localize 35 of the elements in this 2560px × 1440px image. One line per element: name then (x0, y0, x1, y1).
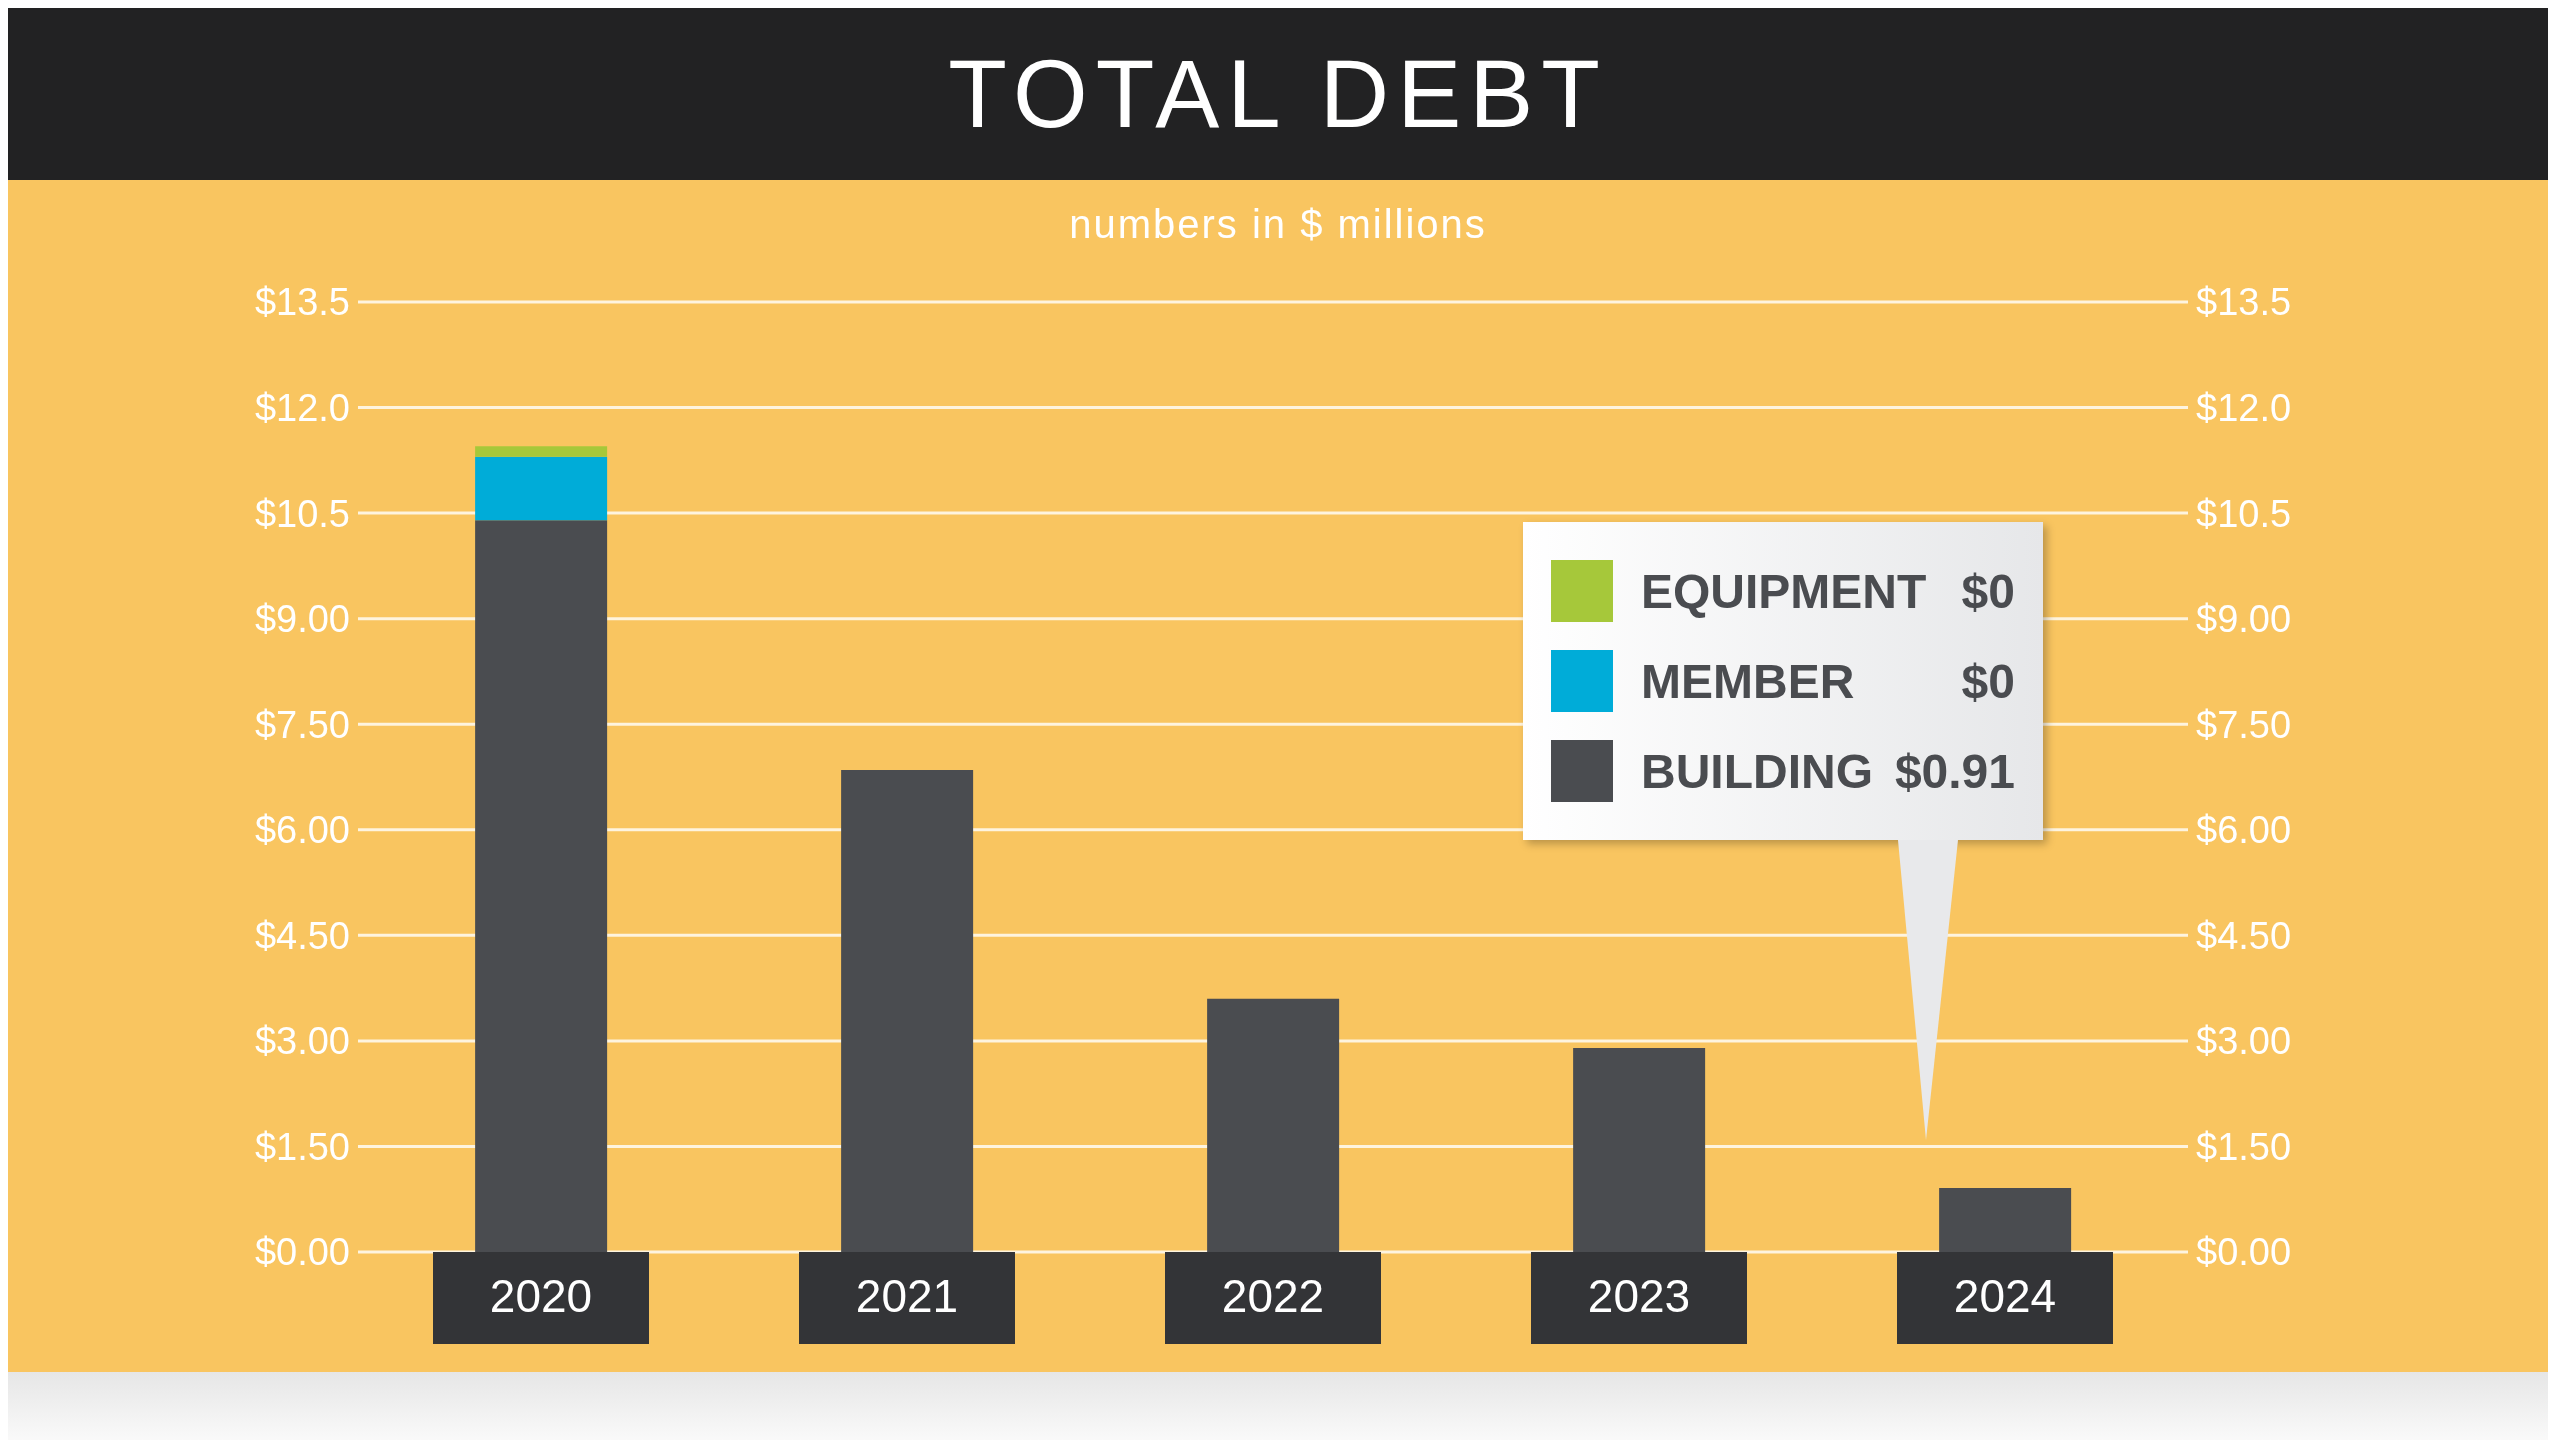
y-tick-label: $9.00 (254, 598, 350, 641)
y2-tick-label: $13.5 (2196, 281, 2292, 324)
y-tick-label: $4.50 (254, 914, 350, 957)
y-tick-label: $12.0 (254, 387, 350, 430)
y-tick-label: $13.5 (254, 281, 350, 324)
y2-tick-label: $1.50 (2196, 1125, 2292, 1168)
annotation: $0 (1961, 653, 2015, 709)
y2-tick-label: $0.00 (2196, 1231, 2292, 1274)
y-tick-label: $0.00 (254, 1231, 350, 1274)
y-tick-label: $7.50 (254, 703, 350, 746)
y2-tick-label: $3.00 (2196, 1020, 2292, 1063)
bar (475, 446, 608, 457)
x-tick-label: 2020 (489, 1270, 593, 1322)
y-tick-label: $10.5 (254, 492, 350, 535)
annotation: $0.91 (1894, 743, 2015, 799)
y-tick-label: $3.00 (254, 1020, 350, 1063)
x-tick-label: 2024 (1953, 1270, 2057, 1322)
y2-tick-label: $10.5 (2196, 492, 2292, 535)
chart-title: TOTAL DEBT (948, 39, 1608, 149)
y2-tick-label: $6.00 (2196, 809, 2292, 852)
y2-tick-label: $12.0 (2196, 387, 2292, 430)
y2-tick-label: $7.50 (2196, 703, 2292, 746)
y2-tick-label: $9.00 (2196, 598, 2292, 641)
legend-label: BUILDING (1641, 743, 1874, 799)
x-tick-label: 2023 (1587, 1270, 1691, 1322)
legend-label: MEMBER (1641, 653, 1856, 709)
annotation: $0 (1961, 563, 2015, 619)
bar (475, 456, 608, 521)
y2-tick-label: $4.50 (2196, 914, 2292, 957)
y-tick-label: $6.00 (254, 809, 350, 852)
x-tick-label: 2022 (1221, 1270, 1325, 1322)
legend-label: EQUIPMENT (1641, 563, 1928, 619)
x-tick-label: 2021 (855, 1270, 959, 1322)
y-tick-label: $1.50 (254, 1125, 350, 1168)
chart-subtitle: numbers in $ millions (1068, 201, 1488, 248)
